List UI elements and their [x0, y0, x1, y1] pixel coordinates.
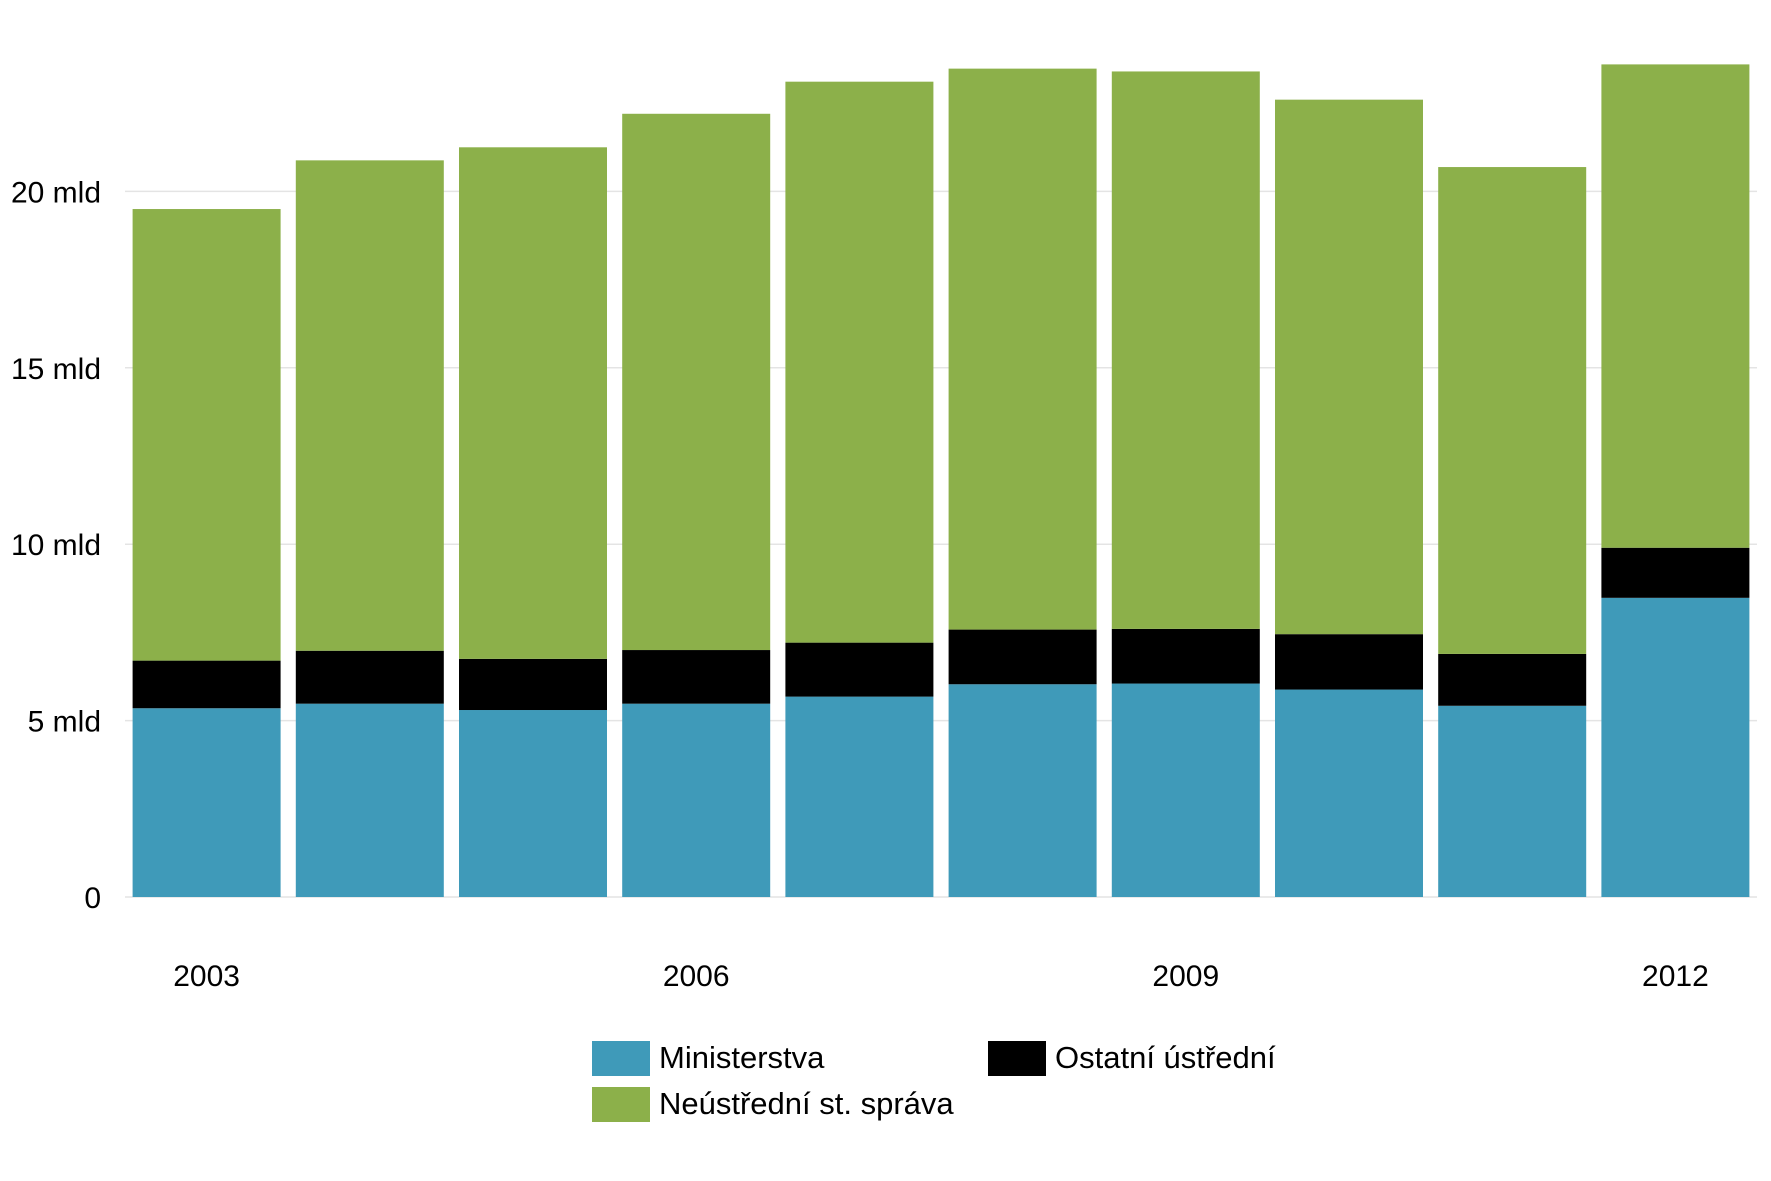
bar-neustredni-st-sprava-2008: [948, 68, 1097, 630]
legend-swatch-ministerstva: [592, 1040, 650, 1076]
bar-ostatni-ustredni-2012: [1601, 547, 1750, 598]
x-tick-label-2009: 2009: [1152, 960, 1219, 993]
legend-swatch-ostatni-ustredni: [988, 1040, 1046, 1076]
legend-label-ministerstva: Ministerstva: [659, 1040, 825, 1075]
bar-neustredni-st-sprava-2012: [1601, 64, 1750, 548]
bar-neustredni-st-sprava-2011: [1438, 167, 1587, 654]
bar-ministerstva-2003: [132, 708, 281, 897]
y-tick-label: 20 mld: [11, 176, 101, 209]
bar-ostatni-ustredni-2008: [948, 629, 1097, 685]
legend-item-ostatni-ustredni: Ostatní ústřední: [988, 1040, 1276, 1076]
y-tick-label: 10 mld: [11, 529, 101, 562]
y-axis-ticks: 0 5 mld 10 mld 15 mld 20 mld: [11, 176, 101, 915]
bar-ministerstva-2007: [785, 696, 934, 897]
bar-neustredni-st-sprava-2005: [459, 147, 607, 659]
legend-item-neustredni-st-sprava: Neústřední st. správa: [592, 1086, 954, 1122]
bar-ministerstva-2004: [295, 703, 444, 897]
bar-neustredni-st-sprava-2004: [295, 160, 444, 651]
legend-item-ministerstva: Ministerstva: [592, 1040, 824, 1076]
bar-ministerstva-2008: [948, 684, 1097, 897]
bar-neustredni-st-sprava-2009: [1111, 71, 1260, 629]
bar-ostatni-ustredni-2005: [459, 658, 607, 711]
legend-label-ostatni-ustredni: Ostatní ústřední: [1055, 1040, 1276, 1075]
bar-ministerstva-2011: [1438, 705, 1587, 897]
bar-neustredni-st-sprava-2006: [622, 113, 771, 651]
bar-ostatni-ustredni-2004: [295, 650, 444, 704]
bar-ostatni-ustredni-2007: [785, 642, 934, 697]
legend-swatch-neustredni-st-sprava: [592, 1086, 650, 1122]
bar-ministerstva-2012: [1601, 597, 1750, 897]
legend: Ministerstva Ostatní ústřední Neústřední…: [592, 1040, 1312, 1140]
bar-ministerstva-2010: [1275, 689, 1423, 897]
x-tick-label-2003: 2003: [173, 960, 240, 993]
y-tick-label: 0: [84, 882, 101, 915]
bar-ostatni-ustredni-2006: [622, 650, 771, 704]
legend-label-neustredni-st-sprava: Neústřední st. správa: [659, 1086, 954, 1121]
bar-ostatni-ustredni-2003: [132, 660, 281, 709]
bar-ostatni-ustredni-2011: [1438, 653, 1587, 706]
bar-ministerstva-2005: [459, 710, 607, 897]
bar-ostatni-ustredni-2010: [1275, 634, 1423, 690]
bar-ministerstva-2009: [1111, 683, 1260, 897]
bar-neustredni-st-sprava-2003: [132, 209, 281, 661]
bars: [132, 64, 1750, 897]
x-tick-label-2006: 2006: [663, 960, 730, 993]
bar-neustredni-st-sprava-2007: [785, 81, 934, 643]
bar-ministerstva-2006: [622, 703, 771, 897]
y-tick-label: 15 mld: [11, 353, 101, 386]
x-tick-label-2012: 2012: [1642, 960, 1709, 993]
x-axis-ticks: 2003 2006 2009 2012: [173, 960, 1709, 993]
y-tick-label: 5 mld: [28, 706, 101, 739]
bar-ostatni-ustredni-2009: [1111, 628, 1260, 684]
bar-neustredni-st-sprava-2010: [1275, 99, 1423, 635]
